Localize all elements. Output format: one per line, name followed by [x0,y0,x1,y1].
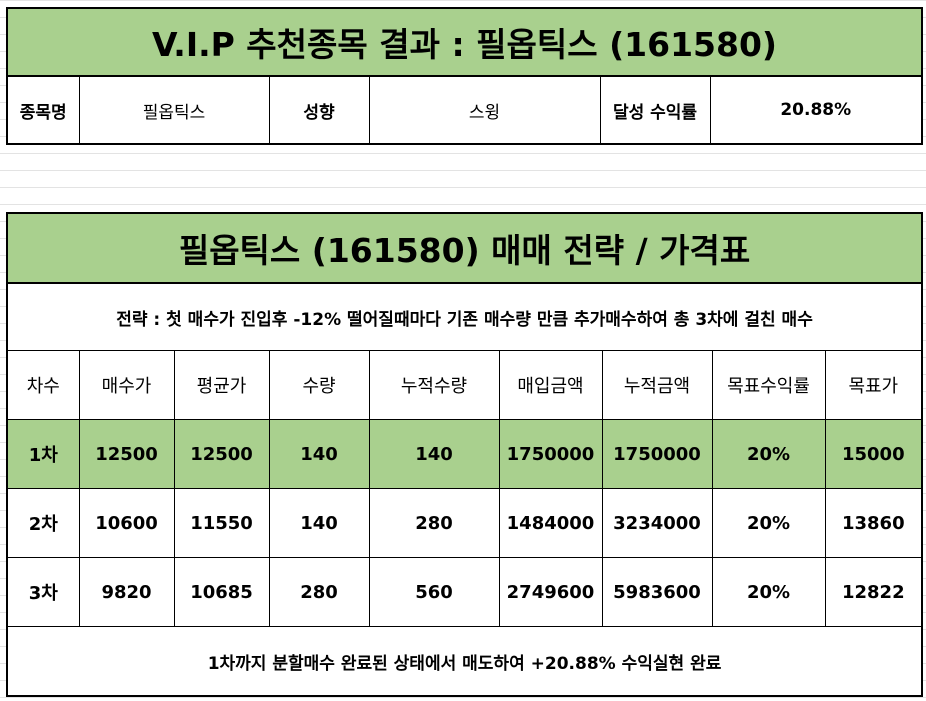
table-cell: 20% [711,557,826,627]
table-cell: 10600 [78,488,175,558]
table-cell: 280 [268,557,370,627]
table-cell: 10685 [173,557,270,627]
result-footer: 1차까지 분할매수 완료된 상태에서 매도하여 +20.88% 수익실현 완료 [6,626,923,697]
table-header-row: 차수 매수가 평균가 수량 누적수량 매입금액 누적금액 목표수익률 목표가 [6,350,923,420]
strategy-table: 필옵틱스 (161580) 매매 전략 / 가격표 전략 : 첫 매수가 진입후… [6,212,924,697]
stock-name-label: 종목명 [6,75,80,145]
table-cell: 9820 [78,557,175,627]
summary-title: V.I.P 추천종목 결과 : 필옵틱스 (161580) [6,7,923,77]
achieved-return-value: 20.88% [709,75,923,145]
summary-table: V.I.P 추천종목 결과 : 필옵틱스 (161580) 종목명 필옵틱스 성… [6,7,923,145]
style-value: 스윙 [368,75,601,145]
table-row: 3차 9820 10685 280 560 2749600 5983600 20… [6,557,923,627]
table-cell: 140 [268,419,370,489]
table-cell: 12500 [173,419,270,489]
table-cell: 140 [368,419,500,489]
table-cell: 3차 [6,557,80,627]
table-cell: 1484000 [498,488,603,558]
header-cell: 누적금액 [601,350,713,420]
table-cell: 13860 [824,488,923,558]
header-cell: 매수가 [78,350,175,420]
table-cell: 2749600 [498,557,603,627]
table-row: 1차 12500 12500 140 140 1750000 1750000 2… [6,419,923,489]
table-cell: 1750000 [601,419,713,489]
achieved-return-label: 달성 수익률 [599,75,711,145]
strategy-title: 필옵틱스 (161580) 매매 전략 / 가격표 [6,212,923,284]
table-cell: 12822 [824,557,923,627]
header-cell: 수량 [268,350,370,420]
table-cell: 5983600 [601,557,713,627]
strategy-description: 전략 : 첫 매수가 진입후 -12% 떨어질때마다 기존 매수량 만큼 추가매… [6,282,923,351]
style-label: 성향 [268,75,370,145]
table-cell: 3234000 [601,488,713,558]
header-cell: 매입금액 [498,350,603,420]
table-cell: 12500 [78,419,175,489]
table-cell: 20% [711,419,826,489]
header-cell: 평균가 [173,350,270,420]
table-cell: 140 [268,488,370,558]
header-cell: 누적수량 [368,350,500,420]
table-cell: 560 [368,557,500,627]
header-cell: 목표수익률 [711,350,826,420]
table-cell: 15000 [824,419,923,489]
table-cell: 2차 [6,488,80,558]
stock-name-value: 필옵틱스 [78,75,270,145]
header-cell: 목표가 [824,350,923,420]
header-cell: 차수 [6,350,80,420]
table-cell: 280 [368,488,500,558]
table-row: 2차 10600 11550 140 280 1484000 3234000 2… [6,488,923,558]
table-cell: 20% [711,488,826,558]
table-cell: 11550 [173,488,270,558]
table-cell: 1750000 [498,419,603,489]
table-cell: 1차 [6,419,80,489]
